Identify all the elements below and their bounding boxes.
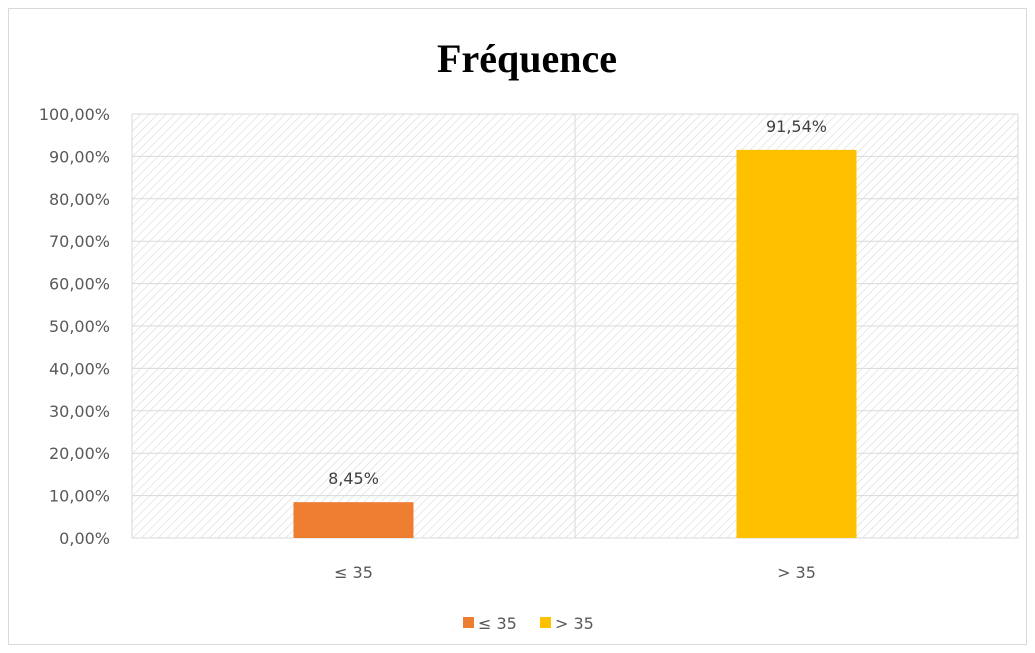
x-tick-label: ≤ 35	[334, 563, 373, 582]
legend-label: ≤ 35	[478, 614, 517, 633]
y-tick-label: 90,00%	[49, 147, 110, 166]
bar	[736, 149, 857, 538]
bars	[293, 149, 857, 538]
y-tick-label: 50,00%	[49, 317, 110, 336]
legend-swatch	[463, 617, 474, 628]
bar	[293, 502, 414, 538]
y-tick-label: 100,00%	[39, 105, 110, 124]
legend-label: > 35	[555, 614, 594, 633]
data-labels: 8,45% 91,54%	[328, 117, 827, 488]
y-tick-label: 80,00%	[49, 190, 110, 209]
chart-title: Fréquence	[437, 36, 617, 81]
y-tick-label: 10,00%	[49, 487, 110, 506]
legend-swatch	[540, 617, 551, 628]
y-tick-label: 70,00%	[49, 232, 110, 251]
x-axis-ticks: ≤ 35 > 35	[334, 563, 816, 582]
y-tick-label: 0,00%	[59, 529, 110, 548]
y-axis-ticks: 0,00% 10,00% 20,00% 30,00% 40,00% 50,00% 60,00…	[39, 105, 110, 548]
gridlines	[131, 113, 1019, 539]
data-label: 91,54%	[766, 117, 827, 136]
legend: ≤ 35 > 35	[463, 614, 594, 633]
y-tick-label: 40,00%	[49, 359, 110, 378]
y-tick-label: 30,00%	[49, 402, 110, 421]
x-tick-label: > 35	[777, 563, 816, 582]
data-label: 8,45%	[328, 469, 379, 488]
y-tick-label: 60,00%	[49, 275, 110, 294]
y-tick-label: 20,00%	[49, 444, 110, 463]
